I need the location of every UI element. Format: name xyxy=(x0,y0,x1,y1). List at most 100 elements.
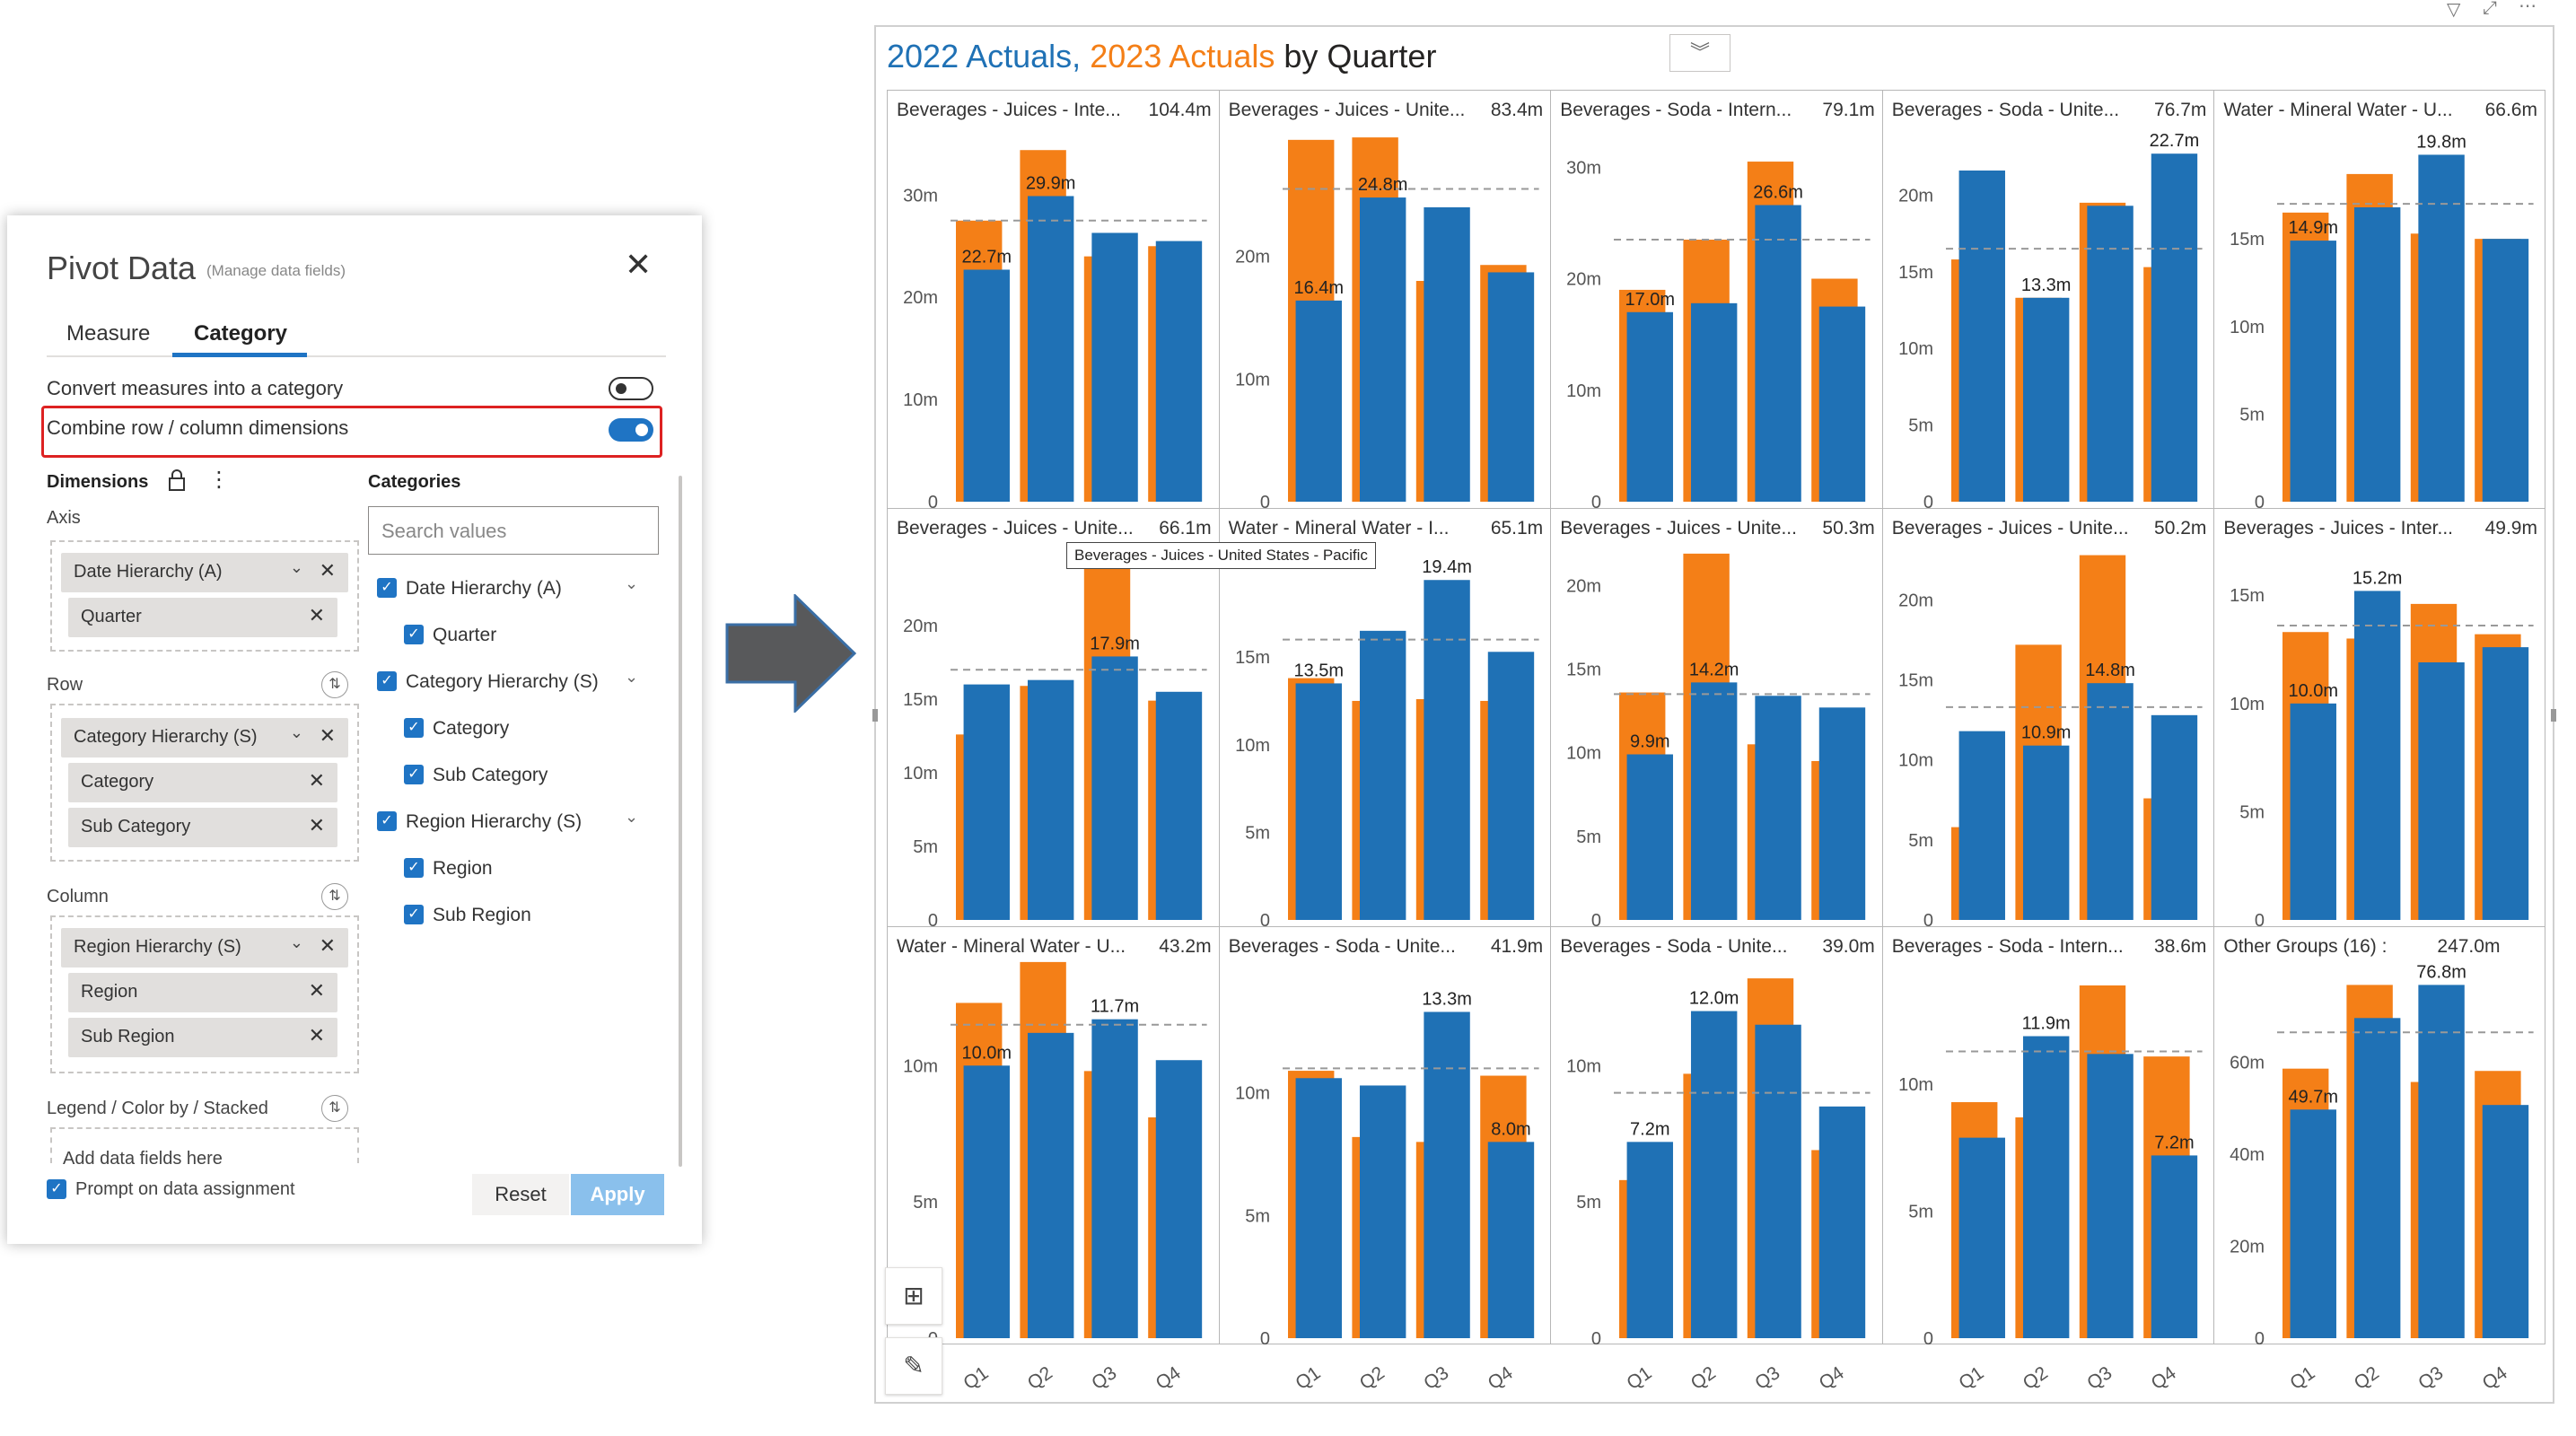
column-field-sub-region[interactable]: Sub Region ✕ xyxy=(68,1018,337,1057)
remove-icon[interactable]: ✕ xyxy=(308,1024,325,1046)
y-tick-label: 10m xyxy=(1566,381,1601,401)
checkbox-quarter[interactable]: ✓ xyxy=(404,625,424,644)
chevron-down-icon[interactable]: ⌄ xyxy=(289,558,303,576)
chart-panel[interactable]: Beverages - Soda - Intern... 79.1m 0 10m 20m… xyxy=(1550,90,1882,512)
bar-2023 xyxy=(2418,662,2466,920)
panel-scrollbar[interactable] xyxy=(679,476,682,1167)
category-date-hierarchy[interactable]: Date Hierarchy (A) xyxy=(406,578,562,599)
pencil-icon[interactable]: ✎ xyxy=(885,1337,942,1395)
remove-icon[interactable]: ✕ xyxy=(319,934,336,957)
bar-2023 xyxy=(2022,297,2070,502)
column-sort-icon[interactable]: ⇅ xyxy=(321,883,348,910)
tab-measure[interactable]: Measure xyxy=(66,321,151,346)
chevron-down-icon[interactable]: ⌄ xyxy=(289,933,303,951)
category-region[interactable]: Region xyxy=(433,858,493,879)
bar-chart-svg: 0 5m 10m 15m 20m 13.3m 22.7m xyxy=(1898,131,2203,512)
checkbox-date-hierarchy[interactable]: ✓ xyxy=(377,578,397,598)
checkbox-region-hierarchy[interactable]: ✓ xyxy=(377,811,397,831)
checkbox-region[interactable]: ✓ xyxy=(404,858,424,878)
chart-panel[interactable]: Beverages - Soda - Unite... 41.9m 0 5m 10m 13… xyxy=(1218,926,1551,1394)
prompt-checkbox[interactable]: ✓ xyxy=(47,1179,66,1199)
checkbox-sub-category[interactable]: ✓ xyxy=(404,765,424,784)
panel-subtitle[interactable]: (Manage data fields) xyxy=(206,262,346,279)
bar-2023 xyxy=(2087,206,2134,502)
filter-icon[interactable]: ▽ xyxy=(2447,0,2461,20)
chart-panel[interactable]: Beverages - Juices - Unite... 66.1m 0 5m 10m… xyxy=(887,508,1219,931)
remove-icon[interactable]: ✕ xyxy=(308,979,325,1002)
axis-field-date-hierarchy[interactable]: Date Hierarchy (A) ⌄ ✕ xyxy=(61,553,348,592)
row-dropzone[interactable] xyxy=(50,704,359,862)
category-region-hierarchy[interactable]: Region Hierarchy (S) xyxy=(406,811,583,832)
bar-2023 xyxy=(2290,1109,2337,1338)
chart-panel[interactable]: Other Groups (16) : 247.0m 0 20m 40m 60m 49.7m… xyxy=(2213,926,2545,1394)
x-tick-label: Q4 xyxy=(2479,1362,2511,1394)
remove-icon[interactable]: ✕ xyxy=(308,814,325,836)
more-options-icon[interactable]: ⋮ xyxy=(208,468,230,492)
chart-panel[interactable]: Water - Mineral Water - I... 65.1m 0 5m 10m 1… xyxy=(1218,508,1551,931)
category-category-hierarchy[interactable]: Category Hierarchy (S) xyxy=(406,671,599,692)
resize-handle[interactable] xyxy=(872,709,878,722)
chart-panel[interactable]: Water - Mineral Water - U... 66.6m 0 5m 10m 1… xyxy=(2213,90,2545,512)
tab-category[interactable]: Category xyxy=(194,321,288,346)
chevron-down-icon[interactable]: ⌄ xyxy=(289,723,303,741)
legend-dropzone[interactable] xyxy=(50,1127,359,1163)
row-sort-icon[interactable]: ⇅ xyxy=(321,671,348,698)
remove-icon[interactable]: ✕ xyxy=(319,724,336,747)
apply-button[interactable]: Apply xyxy=(571,1174,664,1215)
chevron-down-icon[interactable]: ⌄ xyxy=(625,808,639,826)
row-field-sub-category[interactable]: Sub Category ✕ xyxy=(68,808,337,847)
more-options-icon[interactable]: ⋯ xyxy=(2519,0,2537,16)
chart-panel[interactable]: Beverages - Juices - Unite... 50.2m 0 5m 10m… xyxy=(1881,508,2214,931)
chevron-down-icon[interactable]: ⌄ xyxy=(625,668,639,686)
panel-total: 83.4m xyxy=(1490,100,1544,120)
remove-icon[interactable]: ✕ xyxy=(308,604,325,626)
focus-mode-icon[interactable]: ⤢ xyxy=(2483,0,2497,18)
search-input[interactable]: Search values xyxy=(368,506,659,555)
checkbox-category-hierarchy[interactable]: ✓ xyxy=(377,671,397,691)
column-field-region-hierarchy[interactable]: Region Hierarchy (S) ⌄ ✕ xyxy=(61,928,348,968)
y-tick-label: 15m xyxy=(1235,648,1270,668)
chevron-double-down-icon[interactable]: ︾ xyxy=(1669,34,1730,72)
column-field-region[interactable]: Region ✕ xyxy=(68,973,337,1012)
row-field-category-hierarchy[interactable]: Category Hierarchy (S) ⌄ ✕ xyxy=(61,718,348,757)
legend-sort-icon[interactable]: ⇅ xyxy=(321,1095,348,1122)
y-tick-label: 0 xyxy=(1259,1329,1269,1349)
remove-icon[interactable]: ✕ xyxy=(319,559,336,582)
chart-visual[interactable]: 2022 Actuals, 2023 Actuals by Quarter ︾ … xyxy=(872,25,2556,1404)
bar-chart-svg: 0 5m 10m 11.9m 7.2m Q1 Q2 Q3 Q4 xyxy=(1898,985,2203,1394)
panel-total: 39.0m xyxy=(1822,936,1875,957)
close-icon[interactable]: ✕ xyxy=(625,246,653,283)
column-dropzone[interactable] xyxy=(50,915,359,1073)
checkbox-category[interactable]: ✓ xyxy=(404,718,424,738)
panel-total: 79.1m xyxy=(1822,100,1875,120)
data-label: 7.2m xyxy=(2154,1133,2194,1152)
axis-field-quarter[interactable]: Quarter ✕ xyxy=(68,598,337,637)
chart-panel[interactable]: Beverages - Juices - Inter... 49.9m 0 5m 10m… xyxy=(2213,508,2545,931)
reset-button[interactable]: Reset xyxy=(472,1174,569,1215)
combine-dimensions-toggle[interactable] xyxy=(609,418,653,442)
chart-panel[interactable]: Beverages - Juices - Unite... 50.3m 0 5m 10m… xyxy=(1550,508,1882,931)
resize-handle[interactable] xyxy=(2551,709,2556,722)
category-category[interactable]: Category xyxy=(433,718,510,739)
convert-measures-toggle[interactable] xyxy=(609,377,653,400)
remove-icon[interactable]: ✕ xyxy=(308,769,325,792)
row-field-category[interactable]: Category ✕ xyxy=(68,763,337,802)
lock-icon[interactable] xyxy=(167,468,187,496)
category-quarter[interactable]: Quarter xyxy=(433,625,497,645)
category-sub-region[interactable]: Sub Region xyxy=(433,905,531,925)
bar-2023 xyxy=(2151,1155,2197,1338)
chart-panel[interactable]: Beverages - Soda - Unite... 76.7m 0 5m 10m 15… xyxy=(1881,90,2214,512)
y-tick-label: 5m xyxy=(913,837,938,857)
y-tick-label: 15m xyxy=(2230,586,2265,606)
category-sub-category[interactable]: Sub Category xyxy=(433,765,548,785)
chart-panel[interactable]: Beverages - Juices - Inte... 104.4m 0 10m 20… xyxy=(887,90,1219,512)
checkbox-sub-region[interactable]: ✓ xyxy=(404,905,424,924)
chart-panel[interactable]: Beverages - Juices - Unite... 83.4m 0 10m 20… xyxy=(1218,90,1551,512)
chevron-down-icon[interactable]: ⌄ xyxy=(625,574,639,592)
chart-panel[interactable]: Beverages - Soda - Unite... 39.0m 0 5m 10m 7.… xyxy=(1550,926,1882,1394)
bar-2023 xyxy=(1295,1078,1342,1338)
highlight-box xyxy=(41,406,662,458)
chart-panel[interactable]: Beverages - Soda - Intern... 38.6m 0 5m 10m 1… xyxy=(1881,926,2214,1394)
axis-dropzone[interactable] xyxy=(50,540,359,652)
table-icon[interactable]: ⊞ xyxy=(885,1267,942,1325)
